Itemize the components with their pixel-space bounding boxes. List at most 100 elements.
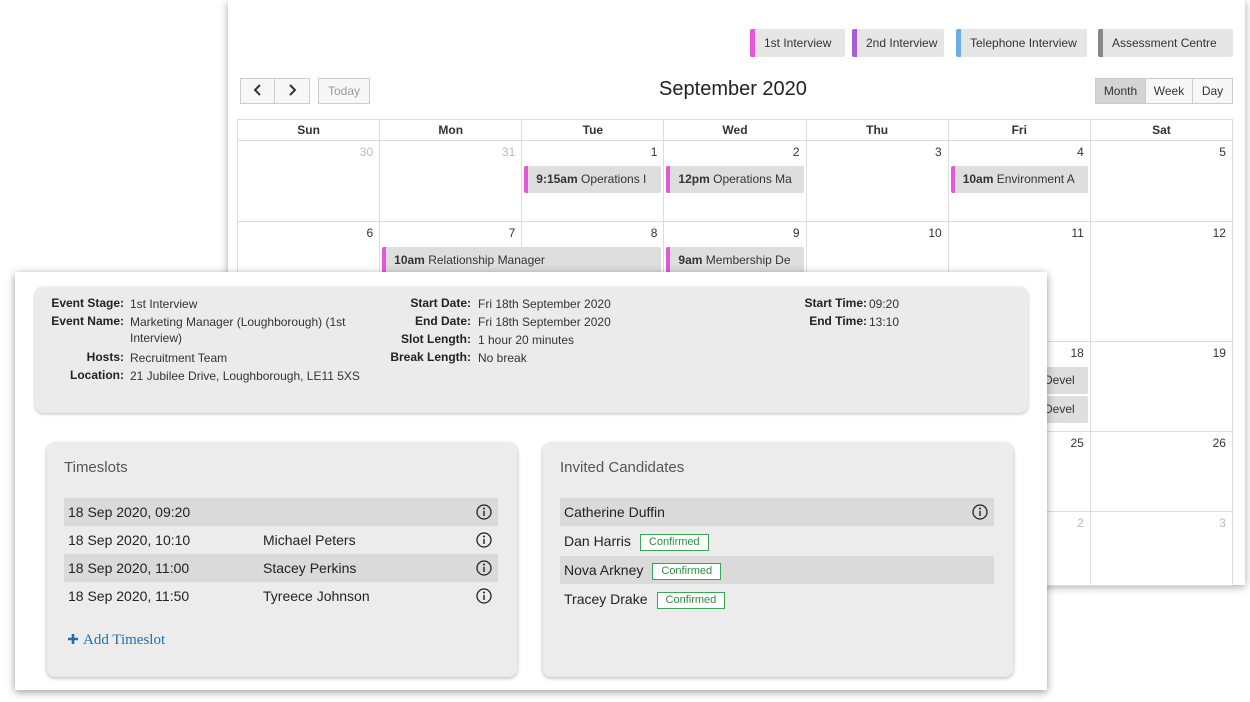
- day-cell: 12: [1089, 221, 1233, 342]
- weekday-header: Tue: [521, 119, 665, 141]
- weekday-header: Mon: [379, 119, 523, 141]
- timeslot-row: 18 Sep 2020, 11:50 Tyreece Johnson: [64, 582, 498, 610]
- calendar-title: September 2020: [659, 78, 807, 100]
- weekday-header: Wed: [663, 119, 807, 141]
- next-button[interactable]: [274, 78, 310, 104]
- day-number: 10: [928, 226, 942, 240]
- day-cell: 31: [379, 140, 523, 222]
- detail-label: Event Stage:: [51, 296, 124, 310]
- calendar-event[interactable]: Devel: [1040, 396, 1088, 423]
- candidate-name: Dan Harris: [564, 533, 631, 549]
- day-number: 2: [1077, 516, 1084, 530]
- info-icon[interactable]: [476, 532, 492, 548]
- calendar-event[interactable]: 12pm Operations Ma: [666, 166, 804, 193]
- weekday-header: Fri: [947, 119, 1091, 141]
- detail-value: Marketing Manager (Loughborough) (1st In…: [130, 315, 346, 345]
- day-number: 25: [1070, 436, 1084, 450]
- info-icon[interactable]: [476, 588, 492, 604]
- today-button[interactable]: Today: [318, 78, 370, 104]
- candidate-row: Nova Arkney Confirmed: [560, 556, 994, 584]
- day-cell: 5: [1089, 140, 1233, 222]
- info-icon[interactable]: [476, 504, 492, 520]
- event-time: 10am: [394, 253, 425, 267]
- candidate-name: Nova Arkney: [564, 562, 644, 578]
- weekday-header: Sun: [237, 119, 381, 141]
- view-button[interactable]: Day: [1192, 78, 1233, 104]
- calendar-event[interactable]: 10am Environment A: [950, 166, 1088, 193]
- day-cell: 26: [1089, 431, 1233, 512]
- calendar-event[interactable]: 9am Membership De: [666, 247, 804, 274]
- day-cell: 30: [237, 140, 381, 222]
- detail-value: 1 hour 20 minutes: [478, 333, 575, 347]
- day-number: 3: [935, 145, 942, 159]
- timeslot-row: 18 Sep 2020, 10:10 Michael Peters: [64, 526, 498, 554]
- detail-value: No break: [478, 351, 527, 365]
- detail-label: Slot Length:: [401, 332, 471, 346]
- day-number: 5: [1219, 145, 1226, 159]
- event-time: 9:15am: [536, 172, 578, 186]
- day-number: 3: [1219, 516, 1226, 530]
- event-time: 9am: [678, 253, 703, 267]
- day-number: 18: [1070, 346, 1084, 360]
- detail-label: Event Name:: [51, 314, 124, 328]
- timeslot-time: 18 Sep 2020, 11:50: [68, 588, 190, 604]
- day-number: 1: [650, 145, 658, 159]
- info-icon[interactable]: [476, 560, 492, 576]
- day-number: 26: [1212, 436, 1226, 450]
- view-button[interactable]: Month: [1095, 78, 1146, 104]
- timeslot-row: 18 Sep 2020, 09:20: [64, 498, 498, 526]
- timeslot-candidate: Michael Peters: [263, 532, 356, 548]
- event-title: Devel: [1044, 373, 1075, 387]
- legend-item[interactable]: Assessment Centre: [1098, 29, 1233, 57]
- legend-item[interactable]: 1st Interview: [750, 29, 845, 57]
- event-title: Environment A: [996, 172, 1075, 186]
- weekday-header: Sat: [1089, 119, 1233, 141]
- weekday-header: Thu: [805, 119, 949, 141]
- info-icon[interactable]: [972, 504, 988, 520]
- day-cell: 3: [1089, 511, 1233, 586]
- detail-label: Hosts:: [86, 350, 124, 364]
- day-number: 12: [1212, 226, 1226, 240]
- day-number: 6: [366, 226, 374, 240]
- day-number: 11: [1071, 226, 1084, 240]
- detail-value: 09:20: [869, 297, 900, 311]
- calendar-event[interactable]: 10am Relationship Manager: [382, 247, 662, 274]
- detail-label: End Time:: [809, 314, 867, 328]
- day-cell: 19: [1089, 341, 1233, 432]
- timeslot-time: 18 Sep 2020, 10:10: [68, 532, 191, 548]
- candidate-name: Tracey Drake: [564, 591, 648, 607]
- prev-button[interactable]: [240, 78, 275, 104]
- event-time: 12pm: [678, 172, 710, 186]
- candidate-row: Catherine Duffin: [560, 498, 994, 526]
- event-title: Relationship Manager: [428, 253, 545, 267]
- day-number: 7: [508, 226, 516, 240]
- calendar-event[interactable]: 9:15am Operations I: [524, 166, 662, 193]
- add-timeslot[interactable]: Add Timeslot: [67, 632, 165, 649]
- status-badge: Confirmed: [639, 534, 709, 551]
- day-cell: 3: [805, 140, 949, 222]
- detail-label: Location:: [70, 368, 124, 382]
- candidates-card: Invited Candidates Catherine Duffin Dan H…: [543, 443, 1013, 677]
- event-title: Operations I: [581, 172, 647, 186]
- event-details: Event Stage: 1st Interview Event Name: Mark…: [35, 287, 1028, 413]
- card-title: Timeslots: [64, 459, 128, 476]
- calendar-event[interactable]: Devel: [1040, 367, 1088, 394]
- day-number: 19: [1212, 346, 1226, 360]
- timeslots-card: Timeslots Add Timeslot 18 Sep 2020, 09:2…: [47, 443, 517, 677]
- view-button[interactable]: Week: [1145, 78, 1193, 104]
- timeslot-candidate: Tyreece Johnson: [263, 588, 370, 604]
- detail-value: 13:10: [869, 315, 900, 329]
- detail-label: Start Time:: [804, 296, 867, 310]
- legend-item[interactable]: 2nd Interview: [852, 29, 944, 57]
- event-time: 10am: [962, 172, 994, 186]
- detail-value: 21 Jubilee Drive, Loughborough, LE11 5XS: [130, 369, 360, 383]
- day-number: 8: [650, 226, 658, 240]
- legend-item[interactable]: Telephone Interview: [956, 29, 1087, 57]
- event-title: Operations Ma: [713, 172, 792, 186]
- status-badge: Confirmed: [656, 592, 726, 609]
- detail-label: End Date:: [414, 314, 471, 328]
- day-number: 4: [1077, 145, 1084, 159]
- day-number: 30: [359, 145, 374, 159]
- detail-label: Start Date:: [410, 296, 471, 310]
